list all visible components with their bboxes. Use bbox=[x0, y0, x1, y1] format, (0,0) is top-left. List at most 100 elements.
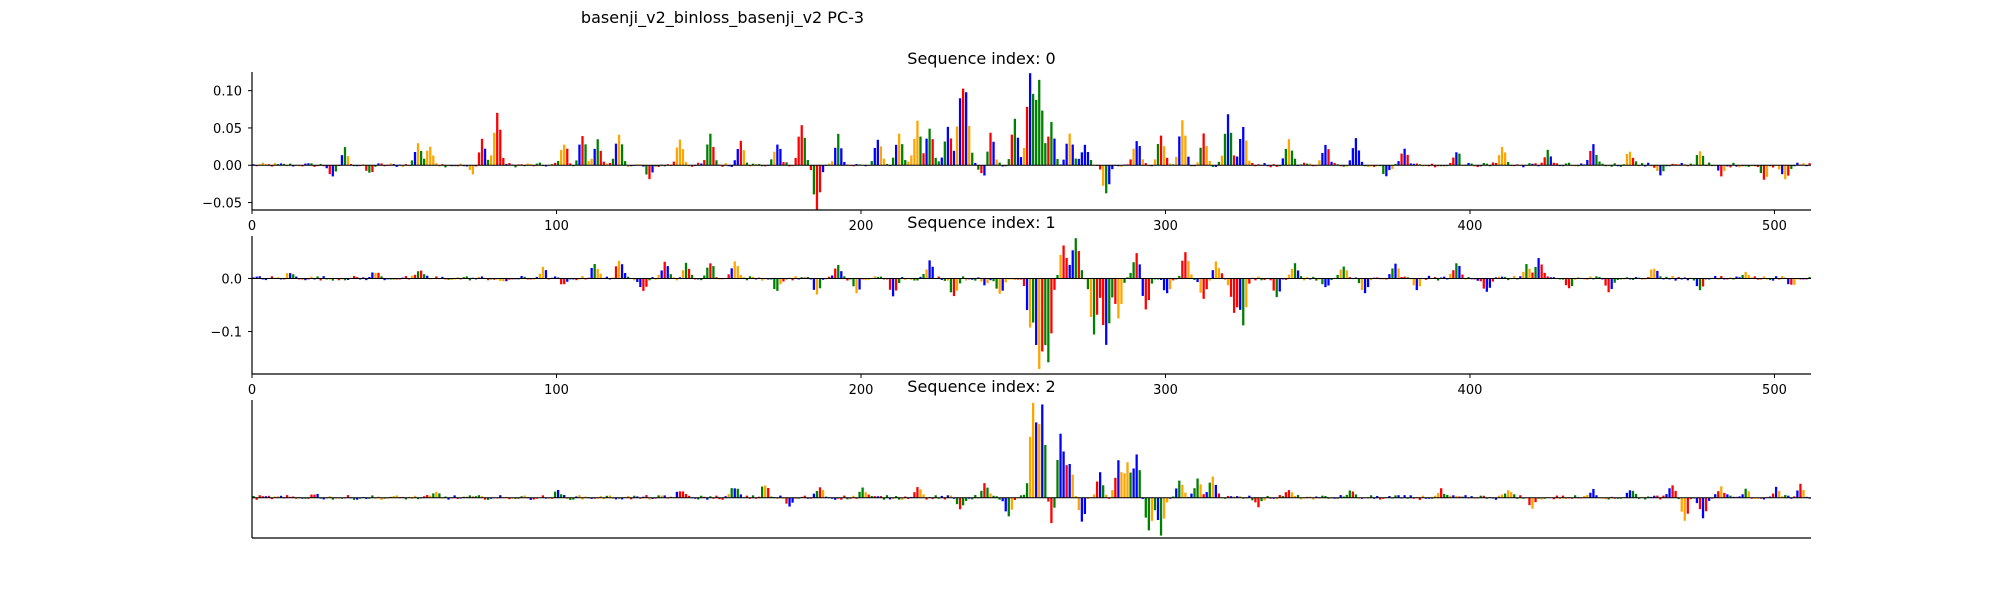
logo-letter-G bbox=[1111, 490, 1114, 498]
logo-letter-A bbox=[1561, 278, 1565, 280]
logo-letter-T bbox=[1686, 497, 1689, 514]
logo-letter-C bbox=[304, 278, 307, 281]
logo-letter-C bbox=[925, 138, 928, 166]
logo-letter-T bbox=[1114, 477, 1117, 498]
logo-letter-A bbox=[1211, 165, 1214, 167]
logo-letter-A bbox=[1324, 495, 1327, 498]
logo-letter-T bbox=[365, 165, 368, 171]
logo-letter-T bbox=[718, 497, 721, 500]
logo-letter-T bbox=[800, 125, 803, 166]
logo-letter-C bbox=[989, 278, 992, 281]
logo-letter-T bbox=[1543, 272, 1546, 279]
logo-letter-G bbox=[1391, 165, 1394, 169]
logo-letter-T bbox=[767, 488, 770, 498]
logo-letter-A bbox=[690, 274, 694, 279]
x-tick-label: 100 bbox=[544, 383, 569, 398]
logo-letter-G bbox=[1421, 165, 1425, 167]
logo-letter-G bbox=[1153, 159, 1157, 166]
logo-letter-G bbox=[374, 272, 377, 279]
logo-letter-C bbox=[258, 276, 261, 279]
logo-letter-G bbox=[1199, 484, 1202, 498]
logo-letter-G bbox=[1586, 494, 1589, 498]
logo-letter-T bbox=[1248, 278, 1251, 284]
logo-letter-G bbox=[599, 495, 602, 498]
logo-letter-A bbox=[1138, 470, 1141, 498]
logo-letter-G bbox=[910, 155, 913, 166]
logo-letter-C bbox=[706, 497, 709, 500]
logo-letter-T bbox=[1077, 251, 1080, 279]
logo-letter-G bbox=[1540, 497, 1543, 500]
logo-letter-G bbox=[471, 165, 475, 175]
logo-letter-C bbox=[544, 165, 548, 167]
logo-letter-G bbox=[1208, 278, 1211, 281]
logo-letter-G bbox=[523, 495, 526, 498]
logo-letter-A bbox=[663, 165, 666, 167]
logo-letter-C bbox=[1519, 276, 1522, 279]
logo-letter-A bbox=[700, 495, 703, 498]
logo-letter-A bbox=[879, 276, 883, 279]
logo-letter-T bbox=[1016, 278, 1020, 280]
logo-letter-T bbox=[1561, 495, 1565, 498]
logo-letter-C bbox=[529, 497, 532, 500]
logo-letter-A bbox=[486, 497, 490, 500]
logo-letter-G bbox=[1089, 278, 1093, 317]
logo-letter-T bbox=[261, 496, 264, 498]
logo-letter-C bbox=[983, 165, 986, 176]
logo-letter-A bbox=[770, 496, 773, 498]
logo-letter-C bbox=[356, 497, 359, 500]
logo-letter-A bbox=[1747, 165, 1750, 167]
logo-letter-G bbox=[1208, 161, 1211, 166]
logo-letter-C bbox=[1537, 258, 1540, 279]
logo-letter-A bbox=[1223, 133, 1227, 166]
logo-letter-G bbox=[1574, 278, 1577, 280]
logo-letter-G bbox=[1071, 474, 1074, 498]
logo-letter-A bbox=[706, 144, 709, 166]
logo-letter-T bbox=[630, 497, 633, 500]
logo-letter-A bbox=[1159, 497, 1163, 536]
logo-letter-A bbox=[1111, 278, 1114, 298]
logo-letter-A bbox=[1092, 278, 1096, 335]
logo-letter-C bbox=[1098, 472, 1102, 498]
logo-letter-T bbox=[371, 165, 374, 173]
logo-letter-G bbox=[916, 120, 919, 166]
logo-letter-T bbox=[566, 148, 569, 166]
logo-letter-G bbox=[776, 497, 779, 500]
logo-letter-C bbox=[965, 92, 968, 166]
logo-letter-A bbox=[1321, 495, 1324, 498]
logo-letter-C bbox=[642, 165, 645, 167]
logo-letter-C bbox=[1071, 250, 1074, 279]
logo-letter-T bbox=[614, 266, 618, 279]
logo-letter-T bbox=[1607, 278, 1610, 293]
logo-letter-A bbox=[1528, 163, 1531, 166]
y-tick-label: 0.0 bbox=[221, 272, 242, 287]
logo-letter-G bbox=[1306, 277, 1309, 279]
logo-letter-G bbox=[901, 497, 904, 500]
logo-letter-T bbox=[803, 495, 806, 498]
logo-letter-A bbox=[1513, 494, 1516, 498]
logo-letter-A bbox=[605, 495, 608, 498]
logo-letter-G bbox=[581, 497, 584, 500]
logo-letter-G bbox=[1123, 473, 1126, 498]
logo-letter-A bbox=[1461, 496, 1464, 498]
y-tick-label: −0.1 bbox=[210, 326, 242, 341]
logo-letter-A bbox=[971, 152, 974, 166]
logo-letter-A bbox=[1229, 132, 1233, 166]
logo-letter-C bbox=[1726, 165, 1729, 167]
logo-letter-G bbox=[1165, 497, 1169, 503]
logo-letter-G bbox=[831, 161, 834, 166]
logo-letter-C bbox=[840, 271, 843, 279]
logo-letter-C bbox=[983, 278, 986, 286]
logo-letter-C bbox=[1494, 497, 1498, 500]
logo-letter-C bbox=[636, 278, 639, 283]
logo-letter-G bbox=[432, 155, 435, 166]
logo-letter-T bbox=[1647, 277, 1650, 279]
logo-letter-G bbox=[821, 490, 825, 498]
logo-letter-C bbox=[490, 497, 493, 499]
logo-letter-G bbox=[751, 276, 755, 279]
logo-letter-T bbox=[1406, 154, 1409, 166]
logo-letter-C bbox=[1196, 278, 1199, 283]
logo-letter-G bbox=[1698, 151, 1702, 166]
logo-letter-C bbox=[1771, 278, 1775, 281]
logo-letter-A bbox=[1677, 497, 1680, 500]
logo-letter-C bbox=[1135, 454, 1138, 498]
